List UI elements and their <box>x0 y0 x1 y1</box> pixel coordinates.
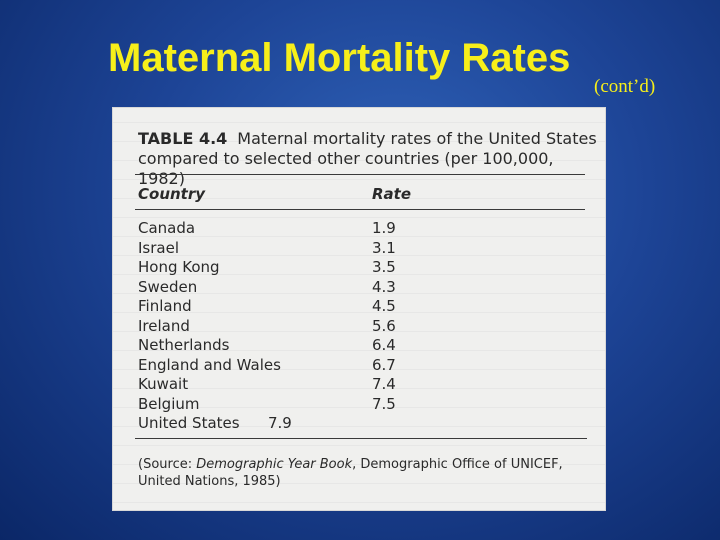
table-caption-line1: Maternal mortality rates of the United S… <box>237 129 597 148</box>
table-number: TABLE 4.4 <box>138 129 228 148</box>
country-cell: Belgium <box>138 394 200 413</box>
rate-cell: 1.9 <box>372 219 396 237</box>
country-cell: Israel <box>138 238 179 257</box>
source-note: (Source: Demographic Year Book, Demograp… <box>138 456 598 490</box>
rate-cell: 3.1 <box>372 238 396 257</box>
column-header-country: Country <box>138 185 206 203</box>
country-cell: Sweden <box>138 277 198 296</box>
scanned-table-image: TABLE 4.4 Maternal mortality rates of the… <box>113 108 605 510</box>
top-rule <box>135 174 585 175</box>
rate-cell: 4.3 <box>372 277 396 296</box>
country-cell: Hong Kong <box>138 258 220 276</box>
country-cell: England and Wales <box>138 355 281 374</box>
source-rest: , Demographic Office of UNICEF, United N… <box>138 457 563 489</box>
rate-cell: 7.5 <box>372 394 396 413</box>
bleed-through-texture <box>113 108 605 510</box>
rate-cell: 4.5 <box>372 297 396 315</box>
rate-cell: 6.7 <box>372 355 396 374</box>
country-cell: United States <box>138 414 240 432</box>
rate-cell: 7.9 <box>268 414 292 432</box>
table-caption: TABLE 4.4 Maternal mortality rates of the… <box>138 129 598 189</box>
table-caption-line2: compared to selected other countries (pe… <box>138 149 554 188</box>
column-header-rate: Rate <box>372 185 412 203</box>
rate-cell: 3.5 <box>372 258 396 276</box>
source-publication: Demographic Year Book <box>196 457 353 472</box>
rate-cell: 6.4 <box>372 336 396 354</box>
country-cell: Finland <box>138 297 192 315</box>
country-cell: Canada <box>138 219 196 237</box>
country-cell: Kuwait <box>138 375 189 393</box>
country-cell: Netherlands <box>138 336 230 354</box>
header-rule <box>135 209 585 210</box>
rate-cell: 5.6 <box>372 316 396 335</box>
source-prefix: (Source: <box>138 457 197 472</box>
bottom-rule <box>135 438 587 439</box>
rate-cell: 7.4 <box>372 375 396 393</box>
slide-subtitle: (cont’d) <box>594 76 656 97</box>
country-cell: Ireland <box>138 316 190 335</box>
slide-title: Maternal Mortality Rates <box>108 36 571 80</box>
